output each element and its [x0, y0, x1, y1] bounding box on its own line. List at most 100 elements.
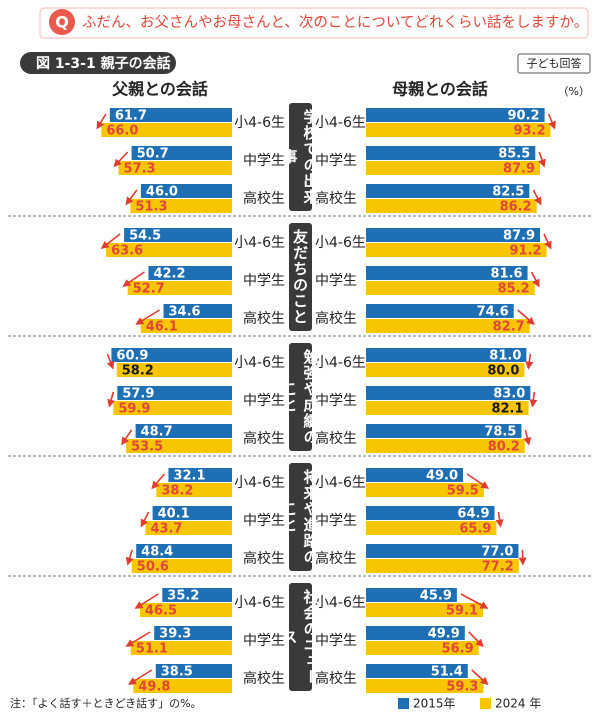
category-label: 高校生 [315, 670, 357, 687]
category-label: 中学生 [243, 153, 285, 169]
bar [168, 468, 232, 482]
bar [130, 199, 232, 213]
value-label: 46.5 [145, 604, 177, 619]
note: 注：「よく話す＋ときどき話す」の%。 [10, 696, 202, 710]
bar [366, 626, 465, 640]
category-label: 中学生 [243, 393, 285, 409]
group-label: 社会のニュース [281, 583, 320, 691]
bar [139, 603, 232, 617]
category-label: 高校生 [243, 310, 285, 327]
value-label: 61.7 [115, 109, 147, 124]
bar [366, 603, 484, 617]
change-arrow [125, 549, 134, 566]
bar [366, 108, 545, 122]
group-label: 学校での出来事 [281, 103, 320, 211]
bar [136, 544, 232, 558]
category-label: 小4-6生 [315, 235, 366, 251]
value-label: 50.7 [137, 147, 169, 162]
bar [366, 348, 527, 362]
value-label: 83.0 [493, 387, 525, 402]
panel-title: 母親との会話 [392, 80, 488, 99]
legend-label: 2015年 [413, 697, 456, 711]
value-label: 48.7 [141, 425, 173, 440]
value-label: 59.3 [446, 680, 478, 695]
change-arrow [468, 631, 484, 648]
question-icon [49, 9, 75, 35]
bar [366, 281, 535, 295]
bar [366, 588, 457, 602]
category-label: 中学生 [315, 393, 357, 409]
category-label: 小4-6生 [234, 595, 285, 611]
bar [155, 664, 232, 678]
value-label: 93.2 [513, 124, 545, 139]
change-arrow [125, 189, 138, 206]
change-arrow [460, 593, 489, 609]
question: ふだん、お父さんやお母さんと、次のことについてどれくらい話をしますか。 [82, 14, 588, 31]
bar [366, 559, 519, 573]
bar [366, 401, 529, 415]
value-label: 80.2 [488, 440, 520, 455]
bar [366, 161, 541, 175]
value-label: 52.7 [133, 282, 165, 297]
value-label: 43.7 [150, 522, 182, 537]
value-label: 38.5 [161, 665, 193, 680]
bar [113, 401, 232, 415]
change-arrow [547, 113, 556, 130]
value-label: 51.4 [431, 665, 463, 680]
value-label: 54.5 [129, 229, 161, 244]
value-label: 64.9 [457, 507, 489, 522]
change-arrow [517, 309, 535, 326]
bar [140, 184, 232, 198]
bar [366, 123, 551, 137]
bar [131, 559, 232, 573]
category-label: 小4-6生 [315, 115, 366, 131]
change-arrow [471, 669, 489, 686]
value-label: 59.1 [446, 604, 478, 619]
change-arrow [140, 511, 150, 528]
bar [133, 679, 232, 693]
value-label: 38.2 [161, 484, 193, 499]
bar [117, 386, 232, 400]
change-arrow [495, 511, 504, 528]
bar [366, 386, 531, 400]
value-label: 65.9 [459, 522, 491, 537]
value-label: 50.6 [137, 560, 169, 575]
group-label: 勉強や成績のこと [281, 343, 320, 451]
legend-label: 2024 年 [495, 697, 541, 711]
bar [366, 243, 547, 257]
change-arrow [532, 189, 542, 206]
bar [366, 544, 519, 558]
bar [148, 266, 232, 280]
bar [145, 521, 232, 535]
value-label: 46.1 [146, 320, 178, 335]
value-label: 34.6 [168, 305, 200, 320]
value-label: 49.0 [426, 469, 458, 484]
value-label: 85.2 [498, 282, 530, 297]
value-label: 74.6 [477, 305, 509, 320]
value-label: 39.3 [159, 627, 191, 642]
value-label: 32.1 [173, 469, 205, 484]
category-label: 中学生 [315, 633, 357, 649]
bar [152, 506, 232, 520]
value-label: 57.3 [124, 162, 156, 177]
value-label: 42.2 [153, 267, 185, 282]
bar [366, 679, 484, 693]
value-label: 90.2 [508, 109, 540, 124]
value-label: 35.2 [167, 589, 199, 604]
bar [366, 184, 530, 198]
category-label: 中学生 [243, 633, 285, 649]
value-label: 87.9 [503, 229, 535, 244]
category-label: 中学生 [243, 273, 285, 289]
change-arrow [107, 391, 115, 408]
bar [131, 146, 232, 160]
legend-swatch [480, 698, 491, 709]
bar [366, 146, 536, 160]
bar [366, 199, 537, 213]
group-label: 将来や進路のこと [281, 463, 320, 571]
bar [366, 319, 530, 333]
value-label: 49.8 [138, 680, 170, 695]
category-label: 小4-6生 [315, 475, 366, 491]
badge: 子ども回答 [527, 56, 582, 70]
value-label: 87.9 [503, 162, 535, 177]
category-label: 小4-6生 [234, 355, 285, 371]
